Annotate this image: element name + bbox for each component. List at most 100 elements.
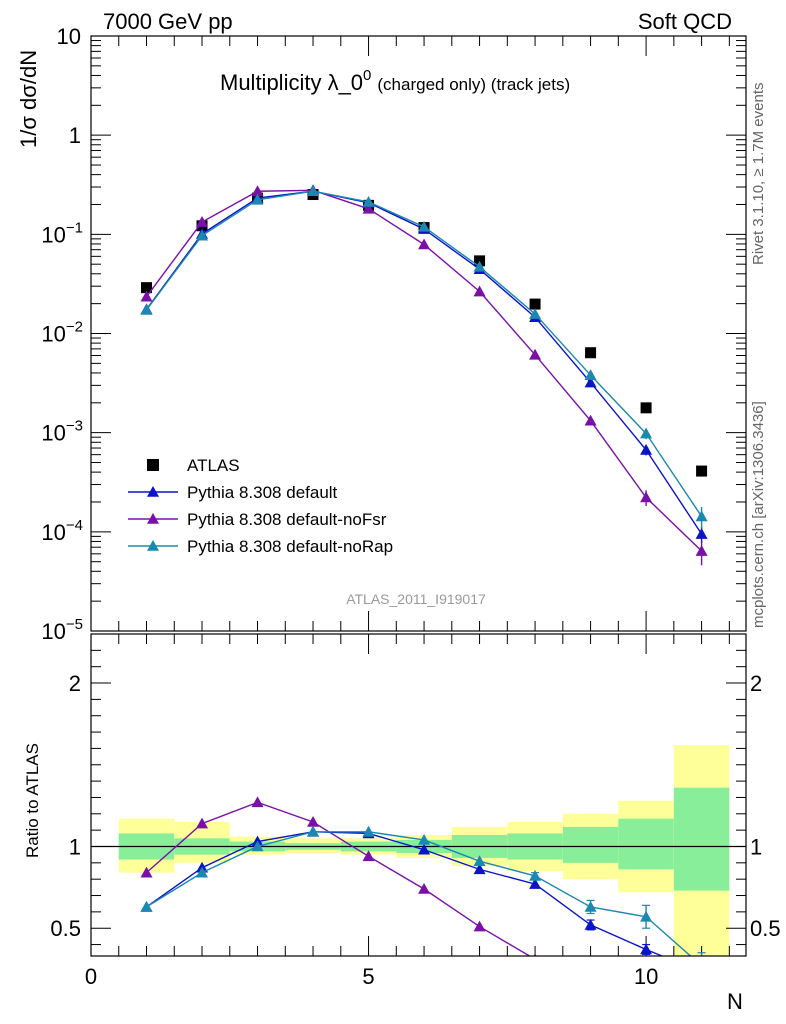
lower-y-axis-label: Ratio to ATLAS [23,743,42,858]
atlas-data-point [640,402,652,414]
legend-label-default: Pythia 8.308 default [187,483,338,502]
x-tick-label: 5 [362,964,374,989]
upper-y-tick-label: 10−5 [41,616,83,644]
noFsr-upper-point [418,238,431,250]
noRap-upper-point [473,260,486,272]
lower-series-layer [140,796,708,989]
atlas-data-point [585,347,597,359]
upper-series-layer [140,184,708,566]
noFsr-upper-point [584,414,597,426]
default-upper-point [584,376,597,388]
noFsr-upper-point [640,491,653,503]
noFsr-ratio-point [196,817,209,829]
legend-label-atlas: ATLAS [187,456,240,475]
tick-exponent: −2 [66,319,83,336]
noFsr-ratio-point [585,970,597,981]
mcplots-label: mcplots.cern.ch [arXiv:1306.3436] [750,401,767,628]
noRap-ratio-point [640,910,653,922]
noRap-upper-point [307,185,320,197]
noRap-ratio-point [251,840,264,852]
noRap-ratio-point [140,900,153,912]
noRap-ratio-point [196,866,209,878]
upper-y-tick-label: 10−1 [41,219,83,247]
tick-base: 10 [41,222,65,247]
legend-label-noRap: Pythia 8.308 default-noRap [187,537,393,556]
ratio-band-green [562,826,619,863]
legend-marker-atlas [147,459,159,471]
lower-y-tick-label-right: 0.5 [750,916,781,941]
legend-marker-noRap [147,540,159,551]
default-ratio-point [529,878,542,889]
tick-base: 10 [41,619,65,644]
noRap-upper-point [640,427,653,439]
lower-y-tick-label: 2 [69,671,81,696]
noRap-upper-point [529,308,542,319]
noRap-upper-point [251,193,264,205]
noFsr-upper-point [529,348,542,360]
noFsr-ratio-point [140,866,153,878]
lower-y-tick-label: 1 [69,834,81,859]
noFsr-ratio-point [362,850,375,862]
upper-plot-frame [90,35,747,632]
default-upper-point [695,528,708,539]
lower-y-tick-label-right: 1 [750,834,762,859]
upper-y-tick-label: 1 [69,123,81,148]
tick-base: 10 [41,322,65,347]
tick-base: 10 [41,520,65,545]
chart-title: Multiplicity λ_00 (charged only) (track j… [220,67,570,95]
noFsr-ratio-point [473,920,486,932]
noFsr-upper-point [473,285,486,297]
lower-y-tick-label: 0.5 [50,916,81,941]
noFsr-ratio-point [251,796,264,808]
default-ratio-point [473,863,486,875]
tick-base: 10 [57,24,81,49]
noFsr-ratio-point [533,953,537,956]
noRap-upper-point [362,195,375,207]
tick-exponent: −4 [66,517,83,534]
legend-label-noFsr: Pythia 8.308 default-noFsr [187,510,387,529]
tick-exponent: −1 [66,219,83,236]
noRap-upper-point [140,303,153,315]
noRap-ratio-point [307,825,320,837]
noFsr-upper-point [251,185,264,197]
atlas-data-point [696,465,708,477]
chart-title-suffix: (charged only) (track jets) [377,75,570,94]
noRap-upper-point [584,369,597,380]
upper-y-tick-label: 10−4 [41,517,83,545]
atlas-data-point [141,282,153,294]
ratio-band-green [673,787,730,891]
noFsr-ratio-point [696,978,708,989]
chart-title-main: Multiplicity λ_0 [220,70,363,95]
chart-title-superscript: 0 [363,67,371,84]
lower-y-tick-label-right: 2 [750,671,762,696]
x-tick-label: 10 [634,964,658,989]
header-right-label: Soft QCD [638,9,732,34]
x-tick-label: 0 [85,964,97,989]
ratio-band-green [618,818,674,870]
default-ratio-point [418,843,431,855]
noRap-ratio-point [418,833,431,845]
noFsr-upper-point [695,545,708,556]
analysis-watermark: ATLAS_2011_I919017 [346,591,486,607]
noFsr-upper-point [140,290,153,302]
legend-marker-noFsr [147,513,159,524]
legend: ATLAS Pythia 8.308 default Pythia 8.308 de… [128,456,393,556]
noRap-ratio-point [473,855,486,866]
noFsr-upper-point [196,216,209,227]
default-upper-point [640,443,653,455]
atlas-data-point [529,298,541,310]
noFsr-ratio-point [418,882,431,894]
lower-panel: 0 5 10 0.5 0.5 1 1 2 2 [50,634,781,989]
default-ratio-point [696,966,708,977]
default-ratio-point [584,918,597,930]
noRap-upper-point [418,220,431,232]
header-left-label: 7000 GeV pp [103,9,233,34]
legend-marker-default [147,486,159,497]
x-axis-label: N [727,989,743,1014]
noRap-ratio-point [529,869,542,881]
tick-exponent: −3 [66,418,83,435]
noRap-ratio-point [696,960,708,971]
lower-plot-frame [90,633,747,957]
